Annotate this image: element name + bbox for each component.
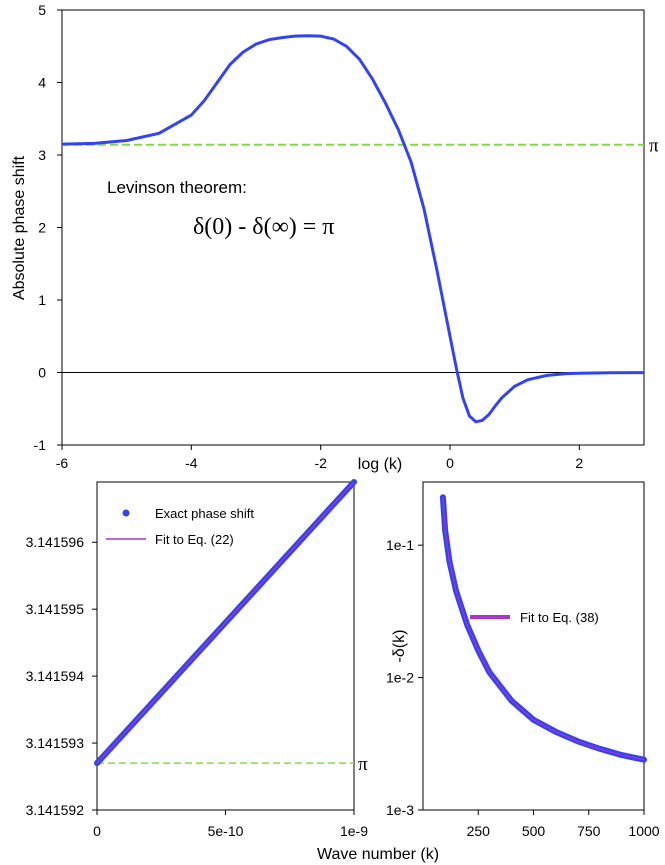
bl-x-tick-label: 0	[93, 823, 101, 839]
top-y-tick-label: 3	[38, 147, 46, 163]
bl-y-tick-label: 3.141593	[26, 735, 85, 751]
br-x-tick-label: 500	[522, 823, 546, 839]
top-y-tick-label: 2	[38, 220, 46, 236]
br-y-tick-label: 1e-1	[386, 537, 414, 553]
bl-fit-line	[96, 481, 355, 764]
top-y-ticks: -1 0 1 2 3 4 5	[34, 2, 62, 453]
top-plot-frame	[61, 9, 645, 446]
br-legend: Fit to Eq. (38)	[470, 610, 599, 625]
bottom-right-panel: 250 500 750 1000 1e-3 1e-2 1e-1 -δ(k) Fit to …	[386, 481, 660, 839]
top-panel: -6 -4 -2 0 2 -1 0 1 2 3 4 5 π Absolute phase shift…	[11, 2, 659, 471]
br-x-tick-label: 250	[467, 823, 491, 839]
br-exact-points	[439, 494, 647, 763]
br-fit-curve	[442, 497, 645, 761]
legend-marker-exact	[122, 509, 130, 517]
bl-x-tick-label: 5e-10	[208, 823, 244, 839]
top-x-axis-label: log (k)	[358, 456, 402, 473]
bl-y-tick-label: 3.141596	[26, 534, 85, 550]
bl-y-tick-label: 3.141592	[26, 802, 85, 818]
top-x-tick-label: -6	[56, 455, 69, 471]
br-x-tick-label: 1000	[628, 823, 659, 839]
top-x-tick-label: -2	[314, 455, 327, 471]
top-x-tick-label: 0	[446, 455, 454, 471]
bottom-x-axis-label: Wave number (k)	[317, 846, 439, 863]
top-y-tick-label: 5	[38, 2, 46, 18]
top-y-axis-label: Absolute phase shift	[11, 155, 28, 300]
top-x-tick-label: -4	[185, 455, 198, 471]
legend-label-fit: Fit to Eq. (22)	[155, 532, 234, 547]
top-y-tick-label: 1	[38, 292, 46, 308]
br-y-axis-label: -δ(k)	[391, 630, 408, 663]
bl-y-tick-label: 3.141595	[26, 601, 85, 617]
top-y-tick-label: -1	[34, 437, 47, 453]
top-y-tick-label: 0	[38, 365, 46, 381]
br-x-tick-label: 750	[577, 823, 601, 839]
br-y-ticks: 1e-3 1e-2 1e-1	[386, 537, 423, 818]
bl-pi-label: π	[358, 754, 368, 775]
bl-x-ticks: 0 5e-10 1e-9	[93, 810, 368, 839]
levinson-annotation: Levinson theorem:	[107, 178, 247, 197]
bl-y-ticks: 3.141592 3.141593 3.141594 3.141595 3.141596	[26, 534, 97, 818]
legend-label-exact: Exact phase shift	[155, 506, 254, 521]
top-x-ticks: -6 -4 -2 0 2	[56, 445, 583, 471]
br-y-tick-label: 1e-3	[386, 802, 414, 818]
top-pi-label: π	[649, 136, 659, 157]
bl-legend: Exact phase shift Fit to Eq. (22)	[106, 506, 254, 547]
bl-x-tick-label: 1e-9	[340, 823, 368, 839]
top-y-tick-label: 4	[38, 75, 46, 91]
br-y-tick-label: 1e-2	[386, 670, 414, 686]
br-plot-frame	[422, 481, 645, 811]
bottom-left-panel: 0 5e-10 1e-9 3.1415923.1415933.1415943.141…	[26, 479, 368, 839]
levinson-formula: δ(0) - δ(∞) = π	[193, 214, 334, 240]
top-x-tick-label: 2	[575, 455, 583, 471]
top-phase-shift-curve	[61, 34, 645, 424]
br-x-ticks: 250 500 750 1000	[467, 810, 660, 839]
bl-y-tick-label: 3.141594	[26, 668, 85, 684]
legend-label-fit38: Fit to Eq. (38)	[520, 610, 599, 625]
